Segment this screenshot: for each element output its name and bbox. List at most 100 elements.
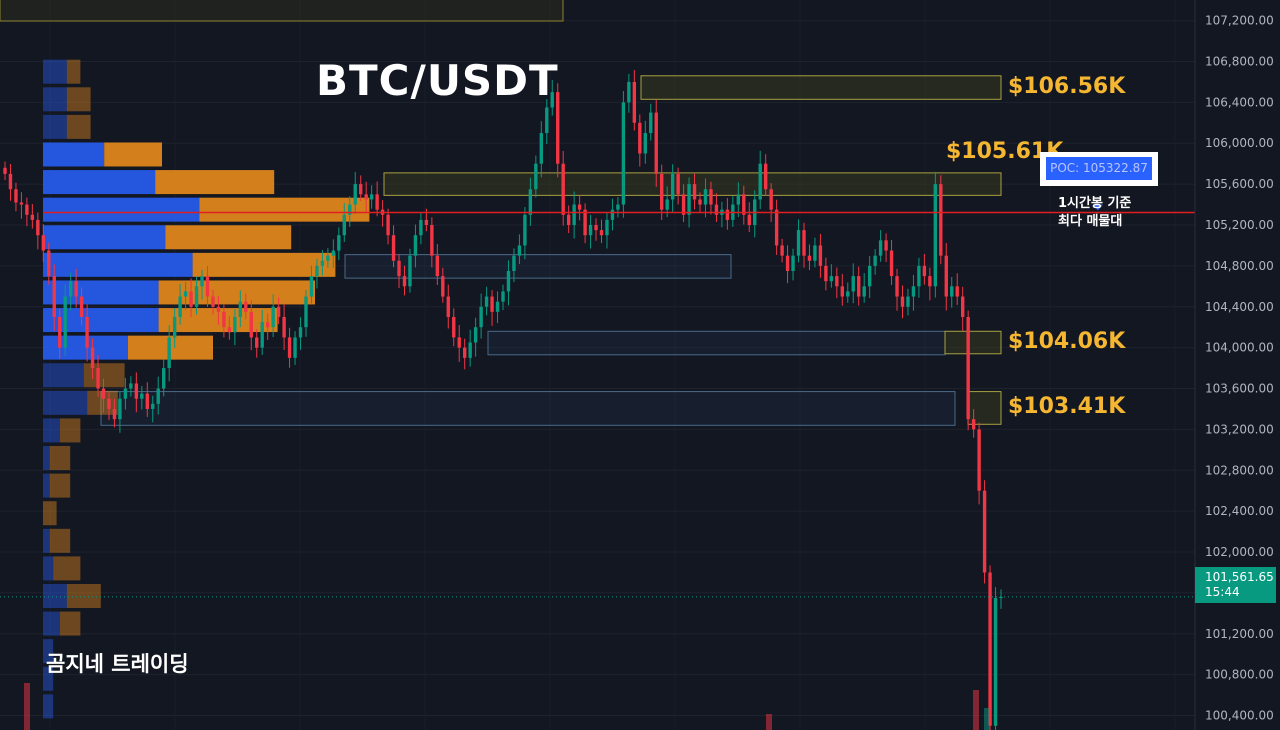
candle-body	[944, 255, 948, 297]
candle-body	[490, 296, 494, 312]
candle-body	[692, 184, 697, 200]
candle-body	[714, 204, 719, 215]
profile-bar-down	[66, 59, 81, 84]
candle-body	[922, 265, 927, 277]
candle-body	[846, 291, 850, 297]
candle-body	[255, 337, 259, 348]
candle-body	[588, 225, 593, 236]
candle-body	[725, 209, 730, 220]
candle-body	[594, 225, 598, 231]
candle-body	[364, 194, 368, 200]
level-zone	[383, 172, 1002, 196]
candle-body	[227, 327, 232, 333]
candle-body	[194, 286, 199, 307]
value-area-zone	[344, 254, 732, 279]
y-tick-label: 105,600.00	[1205, 177, 1274, 191]
profile-bar-up	[43, 611, 60, 636]
candle-body	[304, 296, 308, 328]
candle-body	[939, 184, 943, 256]
candle-body	[851, 276, 855, 292]
profile-bar-down	[49, 528, 71, 553]
candle-body	[687, 184, 691, 215]
candle-body	[605, 219, 609, 236]
candle-body	[627, 81, 631, 103]
profile-bar-down	[66, 114, 91, 139]
candle-body	[747, 214, 751, 225]
candle-body	[813, 245, 817, 261]
candle-body	[222, 311, 226, 328]
candle-body	[484, 296, 489, 307]
candle-body	[528, 189, 533, 215]
candle-body	[928, 276, 932, 287]
candle-body	[14, 189, 18, 203]
candle-body	[895, 276, 899, 297]
profile-bar-up	[43, 694, 54, 719]
candle-body	[402, 276, 407, 287]
candle-body	[326, 255, 330, 261]
last-price-tag: 101,561.65 15:44	[1195, 567, 1276, 603]
candle-body	[665, 199, 669, 210]
candle-body	[506, 270, 511, 292]
candle-body	[473, 327, 478, 343]
last-price-countdown: 15:44	[1205, 585, 1240, 599]
candle-body	[3, 167, 7, 174]
candle-body	[698, 199, 702, 205]
candle-body	[25, 204, 29, 215]
candle-body	[244, 301, 248, 312]
candle-body	[320, 260, 325, 266]
candle-body	[512, 255, 516, 271]
candle-body	[238, 301, 243, 317]
candle-body	[966, 316, 970, 420]
profile-bar-down	[66, 87, 91, 112]
candle-body	[495, 301, 500, 312]
candle-body	[315, 265, 319, 277]
candle-body	[621, 102, 626, 205]
candle-body	[654, 112, 658, 174]
candle-body	[884, 240, 888, 251]
profile-bar-up	[43, 308, 159, 333]
candle-body	[282, 316, 286, 338]
profile-bar-down	[60, 418, 81, 443]
candle-body	[79, 296, 84, 317]
candle-body	[709, 189, 713, 205]
profile-bar-up	[43, 666, 54, 691]
candle-body	[118, 398, 122, 420]
poc-pointer	[1093, 204, 1103, 211]
candle-body	[90, 347, 95, 369]
candle-body	[917, 265, 921, 287]
last-price-value: 101,561.65	[1205, 570, 1274, 584]
candle-body	[561, 163, 565, 215]
candle-body	[616, 204, 620, 210]
profile-bar-down	[165, 225, 292, 250]
profile-bar-up	[43, 197, 200, 222]
candle-body	[41, 235, 46, 251]
profile-bar-up	[43, 390, 88, 415]
candle-body	[107, 398, 111, 409]
candle-body	[649, 112, 653, 134]
y-tick-label: 103,200.00	[1205, 422, 1274, 436]
profile-bar-down	[104, 142, 162, 167]
range-box-top	[0, 0, 564, 22]
candle-body	[52, 276, 56, 317]
candle-body	[211, 296, 215, 307]
candle-body	[517, 245, 522, 256]
candle-body	[452, 316, 456, 338]
poc-label-box: POC: 105322.87	[1040, 152, 1158, 186]
candle-body	[643, 133, 647, 154]
candle-body	[982, 490, 987, 573]
profile-bar-up	[43, 114, 67, 139]
candle-body	[36, 219, 40, 236]
volume-bar	[984, 708, 990, 730]
candle-body	[413, 235, 418, 256]
candle-body	[610, 209, 615, 220]
profile-bar-down	[60, 611, 81, 636]
candle-body	[906, 296, 910, 307]
candle-body	[96, 368, 100, 389]
candle-body	[129, 383, 133, 389]
candle-body	[391, 235, 396, 261]
candle-body	[348, 204, 352, 215]
y-tick-label: 101,200.00	[1205, 627, 1274, 641]
candle-body	[446, 296, 450, 317]
